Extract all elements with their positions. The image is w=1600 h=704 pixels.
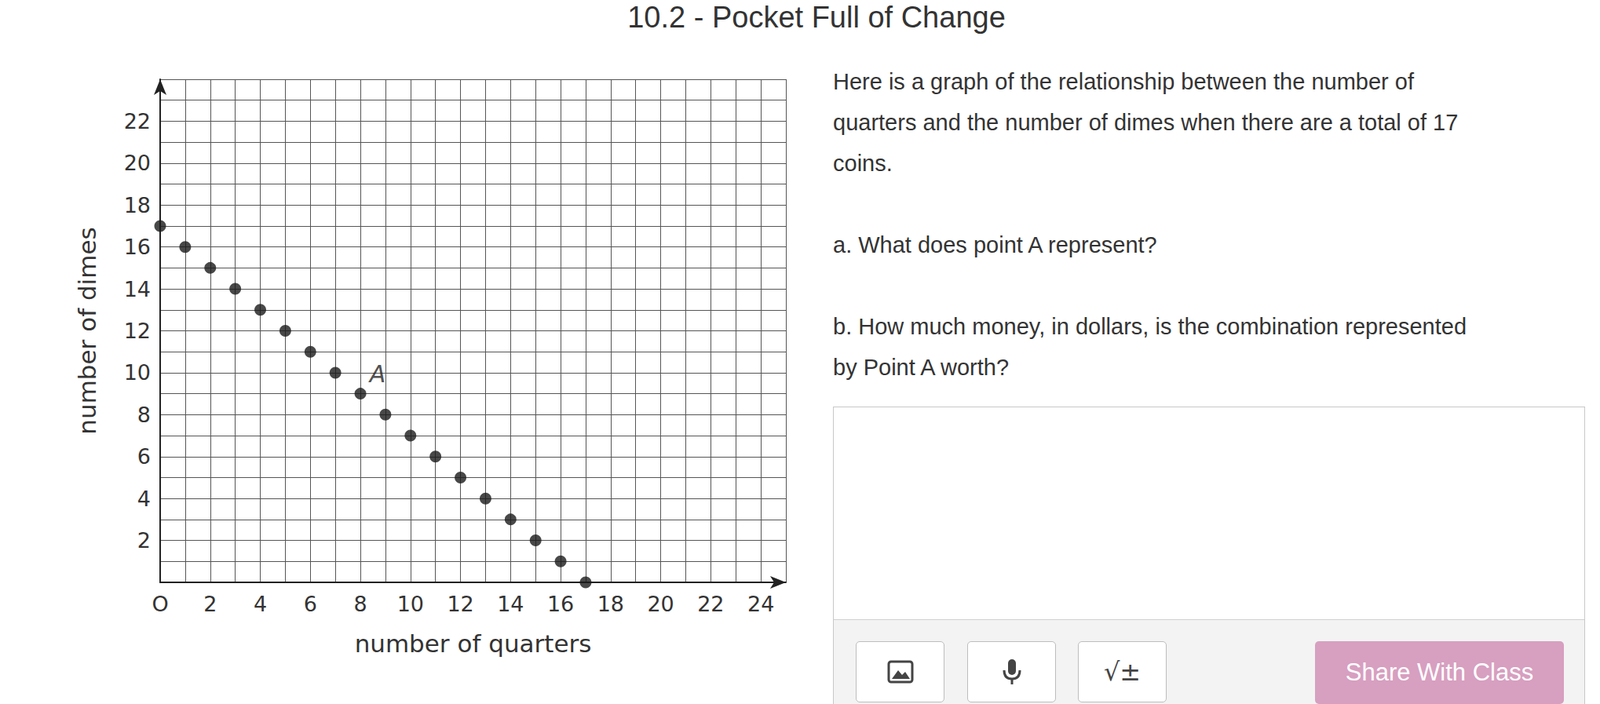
svg-text:number of dimes: number of dimes	[73, 226, 102, 435]
html-text:b. How much money, in dollars,: b. How much money, in dollars, is the co…	[832, 314, 1467, 340]
svg-text:20: 20	[646, 591, 674, 617]
svg-text:4: 4	[137, 486, 151, 512]
svg-text:6: 6	[137, 444, 151, 469]
svg-text:24: 24	[747, 591, 775, 617]
html-text:coins.: coins.	[832, 150, 893, 176]
svg-text:14: 14	[124, 277, 151, 302]
html-text:by Point A worth?: by Point A worth?	[832, 354, 1009, 380]
svg-text:22: 22	[697, 591, 724, 617]
svg-text:20: 20	[124, 150, 151, 176]
svg-text:14: 14	[496, 591, 524, 617]
svg-text:18: 18	[124, 193, 151, 218]
svg-text:number of quarters: number of quarters	[354, 629, 592, 658]
svg-text:4: 4	[253, 591, 267, 617]
svg-text:10: 10	[397, 591, 424, 617]
svg-text:8: 8	[353, 591, 367, 617]
svg-text:2: 2	[137, 528, 151, 553]
svg-text:12: 12	[446, 591, 474, 617]
html-text:Share With Class: Share With Class	[1345, 658, 1534, 687]
svg-text:2: 2	[203, 591, 217, 617]
svg-text:8: 8	[137, 402, 151, 428]
svg-text:12: 12	[124, 318, 151, 344]
svg-text:A: A	[368, 360, 387, 388]
svg-text:10: 10	[124, 360, 151, 385]
html-text:quarters and the number of dim: quarters and the number of dimes when th…	[832, 109, 1459, 136]
svg-text:18: 18	[597, 591, 625, 617]
svg-text:O: O	[151, 591, 169, 617]
svg-text:6: 6	[303, 591, 318, 617]
html-text:Here is a graph of the relatio: Here is a graph of the relationship betw…	[832, 69, 1414, 95]
svg-text:22: 22	[124, 109, 151, 134]
html-text:a. What does point A represent: a. What does point A represent?	[832, 232, 1157, 258]
svg-text:16: 16	[124, 234, 151, 260]
html-text:10.2 - Pocket Full of Change: 10.2 - Pocket Full of Change	[627, 0, 1006, 34]
svg-text:16: 16	[547, 591, 574, 617]
